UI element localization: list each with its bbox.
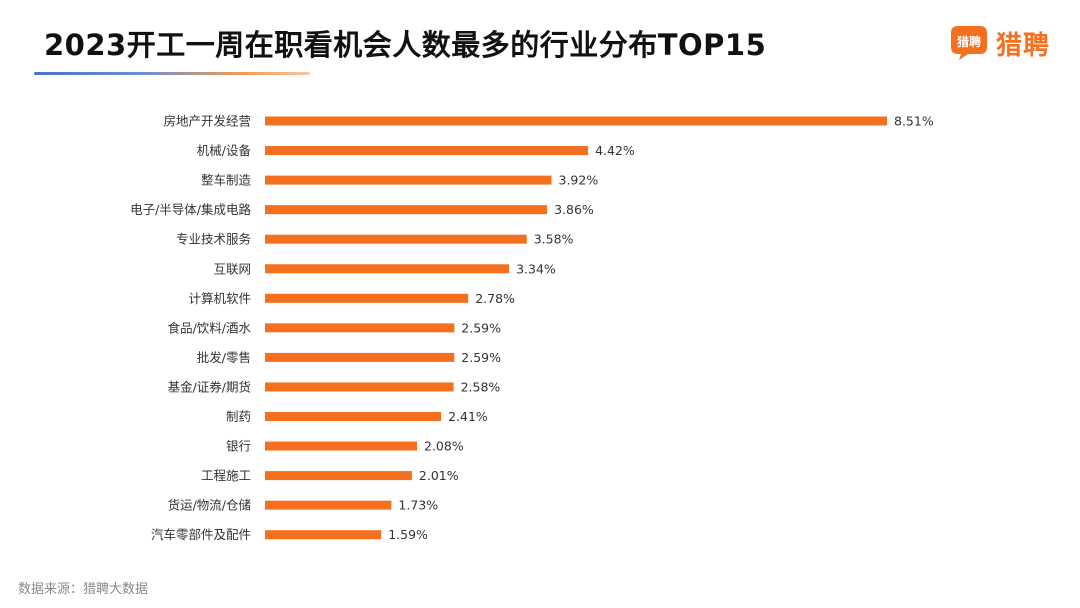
bar bbox=[265, 264, 510, 274]
bar bbox=[265, 412, 442, 421]
bar bbox=[265, 530, 382, 540]
bar bbox=[265, 116, 887, 126]
category-label: 批发/零售 bbox=[197, 350, 251, 365]
category-label: 整车制造 bbox=[201, 173, 252, 188]
value-label: 2.59% bbox=[461, 350, 501, 365]
category-label: 基金/证券/期货 bbox=[168, 379, 251, 394]
value-label: 2.01% bbox=[419, 468, 459, 483]
category-label: 互联网 bbox=[213, 261, 251, 276]
logo-icon-text: 猎聘 bbox=[956, 35, 981, 49]
category-label: 房地产开发经营 bbox=[163, 114, 251, 129]
brand-logo: 猎聘 猎聘 bbox=[950, 24, 1050, 62]
logo-text: 猎聘 bbox=[996, 30, 1051, 61]
category-label: 制药 bbox=[226, 409, 251, 424]
category-label: 食品/饮料/酒水 bbox=[168, 320, 252, 335]
bar bbox=[265, 293, 469, 303]
bar bbox=[265, 471, 412, 481]
value-label: 3.58% bbox=[534, 232, 574, 247]
value-label: 8.51% bbox=[894, 114, 934, 129]
bar bbox=[265, 323, 455, 333]
value-label: 4.42% bbox=[595, 143, 635, 158]
speech-bubble-icon: 猎聘 bbox=[950, 25, 988, 61]
bar bbox=[265, 382, 454, 392]
data-source-note: 数据来源：猎聘大数据 bbox=[18, 582, 149, 597]
bar bbox=[265, 146, 589, 156]
category-label: 银行 bbox=[226, 439, 251, 454]
value-label: 1.59% bbox=[388, 527, 428, 542]
category-label: 货运/物流/仓储 bbox=[168, 498, 251, 513]
category-label: 专业技术服务 bbox=[176, 232, 251, 247]
value-label: 3.34% bbox=[516, 261, 556, 276]
bar bbox=[265, 175, 552, 185]
value-label: 3.92% bbox=[559, 173, 599, 188]
page-title: 2023开工一周在职看机会人数最多的行业分布TOP15 bbox=[44, 28, 767, 62]
bar bbox=[265, 500, 392, 510]
category-label: 电子/半导体/集成电路 bbox=[130, 202, 251, 217]
title-underline bbox=[34, 72, 310, 75]
category-label: 汽车零部件及配件 bbox=[151, 527, 251, 542]
value-label: 2.59% bbox=[461, 320, 501, 335]
category-label: 工程施工 bbox=[201, 468, 251, 483]
bar bbox=[265, 234, 527, 244]
value-label: 2.08% bbox=[424, 439, 464, 454]
value-label: 2.58% bbox=[461, 379, 501, 394]
value-label: 2.41% bbox=[448, 409, 488, 424]
value-label: 1.73% bbox=[398, 498, 438, 513]
category-label: 机械/设备 bbox=[197, 143, 252, 158]
bar bbox=[265, 352, 455, 362]
category-label: 计算机软件 bbox=[188, 291, 251, 306]
value-label: 2.78% bbox=[475, 291, 515, 306]
bar bbox=[265, 205, 548, 215]
value-label: 3.86% bbox=[554, 202, 594, 217]
bar bbox=[265, 441, 417, 451]
